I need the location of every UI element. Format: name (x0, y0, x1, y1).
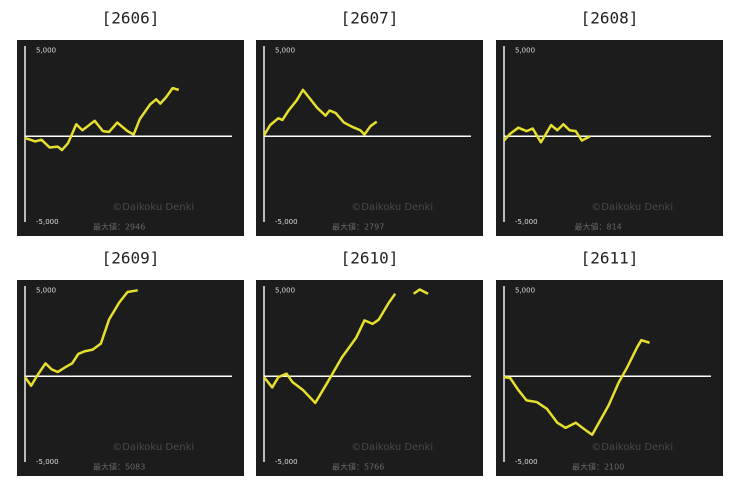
chart-title: [2606] (102, 9, 160, 28)
panel: 5,000 -5,000 ©Daikoku Denki 最大値：2100 (496, 280, 723, 476)
max-label: 最大値：2797 (332, 222, 384, 232)
chart-title: [2608] (581, 9, 639, 28)
panel: 5,000 -5,000 ©Daikoku Denki 最大値：5083 (17, 280, 244, 476)
y-tick-label: -5,000 (515, 218, 538, 226)
panel: 5,000 -5,000 ©Daikoku Denki 最大値：814 (496, 40, 723, 236)
data-line (23, 289, 138, 387)
panel-bg (17, 40, 244, 236)
max-label: 最大値：2946 (93, 222, 145, 232)
chart-title: [2611] (581, 249, 639, 268)
panel: 5,000 -5,000 ©Daikoku Denki 最大値：5766 (256, 280, 483, 476)
panel-bg (17, 280, 244, 476)
panel: 5,000 -5,000 ©Daikoku Denki 最大値：2797 (256, 40, 483, 236)
y-tick-label: 5,000 (275, 46, 295, 54)
data-line (24, 86, 180, 152)
y-tick-label: -5,000 (515, 458, 538, 466)
data-line (503, 122, 591, 144)
watermark: ©Daikoku Denki (591, 202, 673, 213)
chart-title: [2607] (341, 9, 399, 28)
y-tick-label: 5,000 (36, 46, 56, 54)
y-tick-label: -5,000 (36, 218, 59, 226)
max-label: 最大値：5083 (93, 462, 145, 472)
max-label: 最大値：2100 (572, 462, 624, 472)
panel: 5,000 -5,000 ©Daikoku Denki 最大値：2946 (17, 40, 244, 236)
y-tick-label: 5,000 (515, 46, 535, 54)
panel-bg (496, 40, 723, 236)
max-label: 最大値：814 (575, 222, 622, 232)
data-line (503, 338, 650, 436)
chart-title: [2609] (102, 249, 160, 268)
data-line (262, 88, 378, 137)
watermark: ©Daikoku Denki (591, 442, 673, 453)
panel-bg (256, 280, 483, 476)
max-label: 最大値：5766 (332, 462, 384, 472)
y-tick-label: -5,000 (275, 458, 298, 466)
watermark: ©Daikoku Denki (112, 202, 194, 213)
y-tick-label: 5,000 (515, 286, 535, 294)
watermark: ©Daikoku Denki (351, 202, 433, 213)
y-tick-label: 5,000 (36, 286, 56, 294)
y-tick-label: -5,000 (275, 218, 298, 226)
panel-bg (256, 40, 483, 236)
watermark: ©Daikoku Denki (351, 442, 433, 453)
data-line (263, 288, 429, 405)
y-tick-label: 5,000 (275, 286, 295, 294)
panel-bg (496, 280, 723, 476)
watermark: ©Daikoku Denki (112, 442, 194, 453)
y-tick-label: -5,000 (36, 458, 59, 466)
chart-title: [2610] (341, 249, 399, 268)
